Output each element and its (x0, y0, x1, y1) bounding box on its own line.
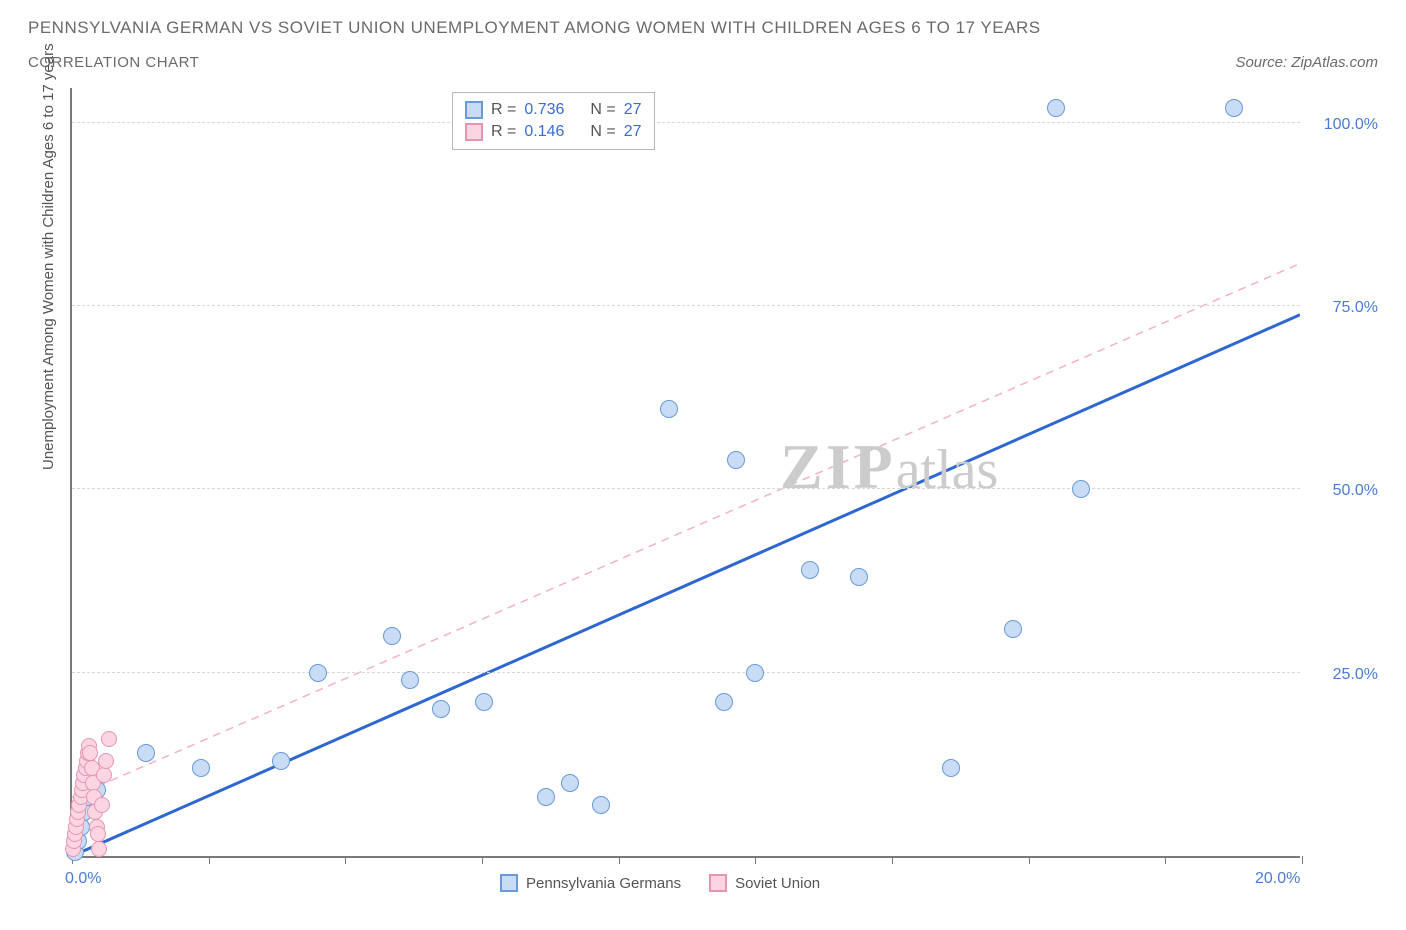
correlation-legend: R = 0.736 N = 27 R = 0.146 N = 27 (452, 92, 655, 150)
legend-n-value: 27 (624, 121, 642, 143)
x-tick (619, 856, 620, 864)
series-label: Pennsylvania Germans (526, 875, 681, 892)
gridline (72, 305, 1300, 306)
data-point (101, 731, 117, 747)
gridline (72, 488, 1300, 489)
source-label: Source: ZipAtlas.com (1235, 54, 1378, 71)
y-axis-label: Unemployment Among Women with Children A… (40, 43, 57, 470)
data-point (1004, 620, 1022, 638)
data-point (715, 693, 733, 711)
y-tick-label: 25.0% (1333, 666, 1378, 684)
y-tick-label: 75.0% (1333, 299, 1378, 317)
data-point (82, 745, 98, 761)
data-point (660, 400, 678, 418)
x-tick (892, 856, 893, 864)
x-tick (1029, 856, 1030, 864)
data-point (98, 753, 114, 769)
legend-swatch (465, 101, 483, 119)
legend-row: R = 0.736 N = 27 (465, 99, 642, 121)
x-tick (482, 856, 483, 864)
x-tick-label: 0.0% (65, 870, 101, 888)
data-point (727, 451, 745, 469)
data-point (91, 841, 107, 857)
y-tick-label: 50.0% (1333, 482, 1378, 500)
legend-r-value: 0.146 (524, 121, 564, 143)
data-point (1072, 480, 1090, 498)
trend-line (72, 264, 1300, 798)
x-tick (755, 856, 756, 864)
data-point (1225, 99, 1243, 117)
legend-r-value: 0.736 (524, 99, 564, 121)
gridline (72, 122, 1300, 123)
data-point (475, 693, 493, 711)
x-tick (345, 856, 346, 864)
data-point (746, 664, 764, 682)
legend-r-label: R = (491, 99, 516, 121)
series-legend-item: Soviet Union (709, 874, 820, 892)
chart-title: PENNSYLVANIA GERMAN VS SOVIET UNION UNEM… (28, 18, 1041, 38)
legend-swatch (465, 123, 483, 141)
legend-r-label: R = (491, 121, 516, 143)
data-point (94, 797, 110, 813)
trend-lines (72, 88, 1300, 856)
trend-line (72, 315, 1300, 856)
data-point (90, 826, 106, 842)
data-point (432, 700, 450, 718)
series-label: Soviet Union (735, 875, 820, 892)
x-tick (1302, 856, 1303, 864)
data-point (309, 664, 327, 682)
data-point (137, 744, 155, 762)
legend-swatch (709, 874, 727, 892)
legend-n-label: N = (590, 99, 615, 121)
data-point (850, 568, 868, 586)
data-point (383, 627, 401, 645)
data-point (942, 759, 960, 777)
series-legend-item: Pennsylvania Germans (500, 874, 681, 892)
data-point (401, 671, 419, 689)
data-point (272, 752, 290, 770)
data-point (1047, 99, 1065, 117)
data-point (561, 774, 579, 792)
data-point (96, 767, 112, 783)
series-legend: Pennsylvania Germans Soviet Union (500, 874, 820, 892)
data-point (192, 759, 210, 777)
legend-n-value: 27 (624, 99, 642, 121)
y-tick-label: 100.0% (1324, 116, 1378, 134)
x-tick (209, 856, 210, 864)
legend-n-label: N = (590, 121, 615, 143)
data-point (592, 796, 610, 814)
data-point (537, 788, 555, 806)
scatter-plot (70, 88, 1300, 858)
x-tick-label: 20.0% (1255, 870, 1300, 888)
legend-swatch (500, 874, 518, 892)
legend-row: R = 0.146 N = 27 (465, 121, 642, 143)
x-tick (1165, 856, 1166, 864)
gridline (72, 672, 1300, 673)
data-point (801, 561, 819, 579)
